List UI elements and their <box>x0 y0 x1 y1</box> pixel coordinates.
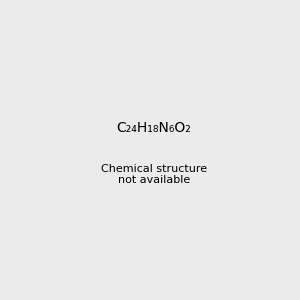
Text: C₂₄H₁₈N₆O₂: C₂₄H₁₈N₆O₂ <box>116 122 191 135</box>
Text: Chemical structure
not available: Chemical structure not available <box>101 164 207 185</box>
